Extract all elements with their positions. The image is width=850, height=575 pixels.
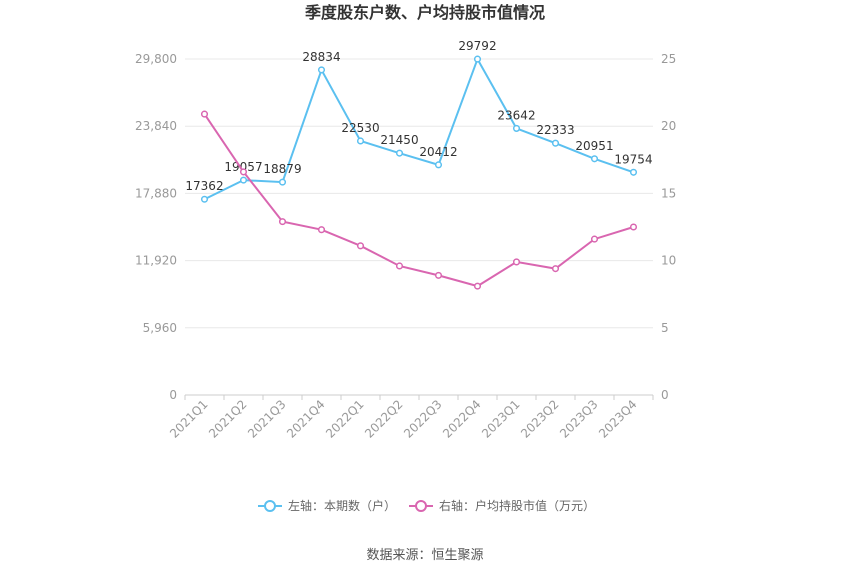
data-point [590,155,599,163]
legend-item-2[interactable]: 右轴：户均持股市值（万元） [409,498,595,513]
data-point [512,124,521,132]
left-tick-label: 23,840 [135,119,177,133]
data-point [512,258,521,266]
left-axis: 0 5,960 11,920 17,880 23,840 29,800 [135,52,177,402]
data-point [317,226,326,234]
data-point [317,66,326,74]
data-label: 22530 [341,121,379,135]
left-tick-label: 5,960 [143,321,177,335]
x-tick-label: 2021Q2 [206,397,250,441]
legend-label: 右轴：户均持股市值（万元） [439,498,595,513]
data-label: 21450 [380,133,418,147]
right-tick-label: 20 [661,119,676,133]
right-tick-label: 5 [661,321,669,335]
series-line-1 [204,56,634,201]
grid-lines [185,58,653,396]
data-label: 20412 [419,145,457,159]
series-line-2 [203,113,634,288]
right-axis: 0 5 10 15 20 25 [661,52,676,402]
data-label: 29792 [458,39,496,53]
data-point [356,137,365,145]
x-tick-label: 2022Q4 [440,397,484,441]
data-label: 17362 [185,179,223,193]
data-point [473,55,482,63]
left-tick-label: 17,880 [135,186,177,200]
x-tick-label: 2021Q3 [245,397,289,441]
legend-marker [415,500,427,512]
legend-marker [264,500,276,512]
data-label: 18879 [263,162,301,176]
data-point [200,110,209,118]
x-tick-label: 2022Q1 [323,397,367,441]
right-tick-label: 25 [661,52,676,66]
data-point [473,282,482,290]
data-label: 19754 [614,152,652,166]
data-point [278,218,287,226]
data-point [395,149,404,157]
legend-item-1[interactable]: 左轴：本期数（户） [258,498,396,513]
right-tick-label: 10 [661,254,676,268]
data-point [551,139,560,147]
data-point [629,168,638,176]
x-axis: 2021Q12021Q22021Q32021Q42022Q12022Q22022… [167,395,654,441]
left-tick-label: 0 [169,388,177,402]
data-label: 28834 [302,50,340,64]
x-tick-label: 2022Q2 [362,397,406,441]
x-tick-label: 2022Q3 [401,397,445,441]
data-point [434,271,443,279]
left-tick-label: 29,800 [135,52,177,66]
data-label: 20951 [575,139,613,153]
legend[interactable]: 左轴：本期数（户） 右轴：户均持股市值（万元） [258,498,595,513]
data-point [629,223,638,231]
data-point [239,176,248,184]
x-tick-label: 2023Q1 [479,397,523,441]
data-point [200,195,209,203]
x-tick-label: 2021Q1 [167,397,211,441]
data-point [395,262,404,270]
data-point [278,178,287,186]
data-point [239,168,248,176]
left-tick-label: 11,920 [135,254,177,268]
data-label: 19057 [224,160,262,174]
right-tick-label: 0 [661,388,669,402]
data-label: 23642 [497,108,535,122]
data-point [590,235,599,243]
x-tick-label: 2023Q4 [596,397,640,441]
right-tick-label: 15 [661,186,676,200]
data-point [551,265,560,273]
data-point [434,161,443,169]
chart-title: 季度股东户数、户均持股市值情况 [304,3,545,22]
source-note: 数据来源：恒生聚源 [366,548,483,563]
data-label: 22333 [536,123,574,137]
x-tick-label: 2023Q2 [518,397,562,441]
x-tick-label: 2021Q4 [284,397,328,441]
data-point [356,242,365,250]
legend-label: 左轴：本期数（户） [288,498,396,513]
x-tick-label: 2023Q3 [557,397,601,441]
